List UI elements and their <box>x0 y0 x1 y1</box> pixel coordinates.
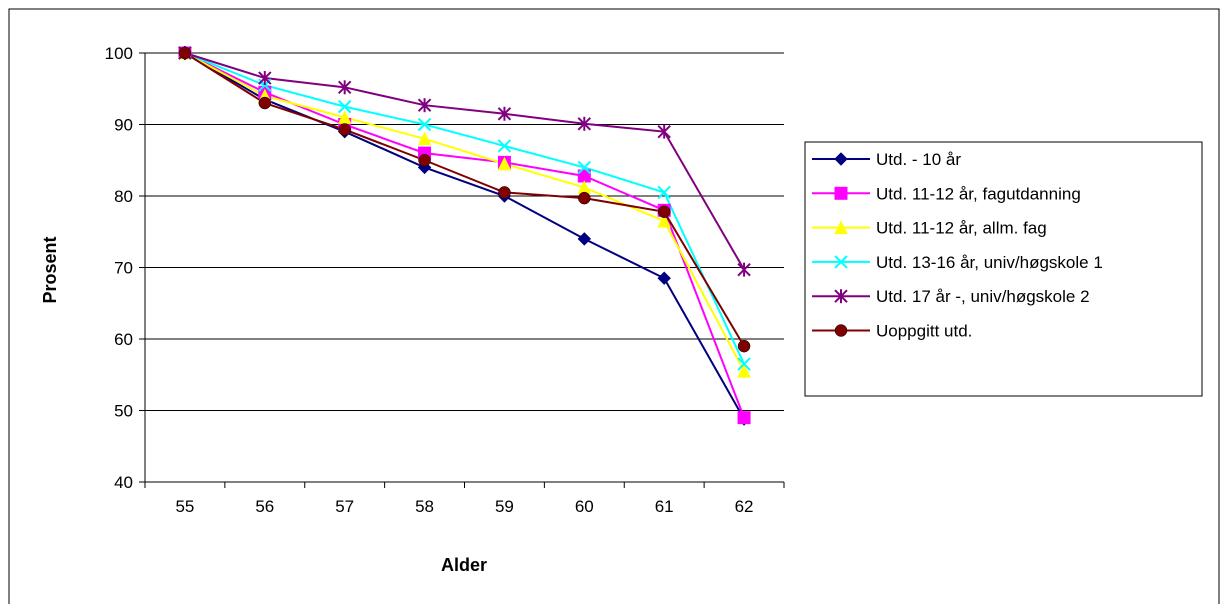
data-point-marker <box>737 357 751 371</box>
data-point-marker <box>418 154 431 167</box>
y-axis-title: Prosent <box>40 236 60 303</box>
data-point-marker <box>258 96 272 110</box>
data-point-marker <box>498 186 511 199</box>
legend-item: Utd. 11-12 år, allm. fag <box>812 219 1047 238</box>
legend-marker <box>834 186 848 200</box>
legend-marker <box>834 152 848 166</box>
data-point-marker <box>337 99 352 114</box>
x-tick-label: 56 <box>255 497 274 516</box>
legend-item: Utd. 17 år -, univ/høgskole 2 <box>812 287 1090 306</box>
y-tick-label: 60 <box>114 330 133 349</box>
legend-label: Utd. 17 år -, univ/høgskole 2 <box>876 287 1090 306</box>
legend-label: Utd. 13-16 år, univ/høgskole 1 <box>876 253 1103 272</box>
series-line <box>184 52 745 372</box>
y-tick-label: 90 <box>114 116 133 135</box>
data-point-marker <box>577 116 592 131</box>
y-tick-label: 70 <box>114 259 133 278</box>
legend-item: Utd. 13-16 år, univ/høgskole 1 <box>812 253 1103 272</box>
data-point-marker <box>338 123 351 136</box>
legend-items: Utd. - 10 år Utd. 11-12 år, fagutdanning U… <box>812 150 1103 341</box>
legend-marker <box>834 289 848 304</box>
series-line <box>184 52 745 419</box>
y-tick-label: 50 <box>114 402 133 421</box>
data-point-marker <box>497 139 512 153</box>
legend-marker <box>834 324 848 337</box>
series-line <box>184 52 745 365</box>
legend-label: Utd. - 10 år <box>876 150 961 169</box>
gridlines <box>145 52 784 411</box>
legend-item: Utd. - 10 år <box>812 150 961 169</box>
data-point-marker <box>657 213 671 228</box>
legend-box <box>804 141 1203 397</box>
y-axis-ticks: 40 50 60 70 80 90 100 <box>105 44 145 492</box>
y-tick-label: 100 <box>105 44 133 63</box>
series-line <box>184 52 745 347</box>
data-point-marker <box>337 80 352 95</box>
data-point-marker <box>578 191 591 205</box>
x-tick-label: 59 <box>495 497 514 516</box>
legend-item: Utd. 11-12 år, fagutdanning <box>812 184 1081 203</box>
data-point-marker <box>737 364 751 378</box>
x-axis-title: Alder <box>441 555 487 575</box>
data-point-marker <box>178 46 192 60</box>
data-point-marker <box>737 262 751 277</box>
data-point-marker <box>417 98 432 113</box>
legend-label: Uoppgitt utd. <box>876 322 972 341</box>
data-point-marker <box>657 205 671 218</box>
x-tick-label: 61 <box>655 497 674 516</box>
data-point-marker <box>737 411 751 425</box>
data-point-marker <box>737 339 751 353</box>
series-lines <box>184 52 745 420</box>
data-point-marker <box>497 156 512 171</box>
series-line <box>184 52 745 271</box>
y-tick-label: 40 <box>114 473 133 492</box>
series-markers <box>178 45 751 426</box>
data-point-marker <box>657 124 671 139</box>
legend: Utd. - 10 år Utd. 11-12 år, fagutdanning U… <box>804 141 1203 397</box>
legend-marker <box>834 220 848 235</box>
data-point-marker <box>258 71 272 86</box>
legend-label: Utd. 11-12 år, fagutdanning <box>876 184 1081 203</box>
x-tick-label: 58 <box>415 497 434 516</box>
y-tick-label: 80 <box>114 187 133 206</box>
data-point-marker <box>417 131 432 146</box>
x-tick-label: 60 <box>575 497 594 516</box>
x-tick-label: 57 <box>335 497 354 516</box>
x-tick-label: 62 <box>735 497 754 516</box>
legend-item: Uoppgitt utd. <box>812 322 972 341</box>
data-point-marker <box>577 232 592 246</box>
legend-label: Utd. 11-12 år, allm. fag <box>876 219 1047 238</box>
data-point-marker <box>577 160 592 175</box>
series-line <box>184 52 745 420</box>
data-point-marker <box>417 117 432 132</box>
x-tick-label: 55 <box>175 497 194 516</box>
x-axis-ticks: 55 56 57 58 59 60 61 62 <box>144 482 785 516</box>
data-point-marker <box>497 106 512 121</box>
legend-marker <box>834 255 848 269</box>
data-point-marker <box>657 271 671 285</box>
data-point-marker <box>657 185 671 200</box>
